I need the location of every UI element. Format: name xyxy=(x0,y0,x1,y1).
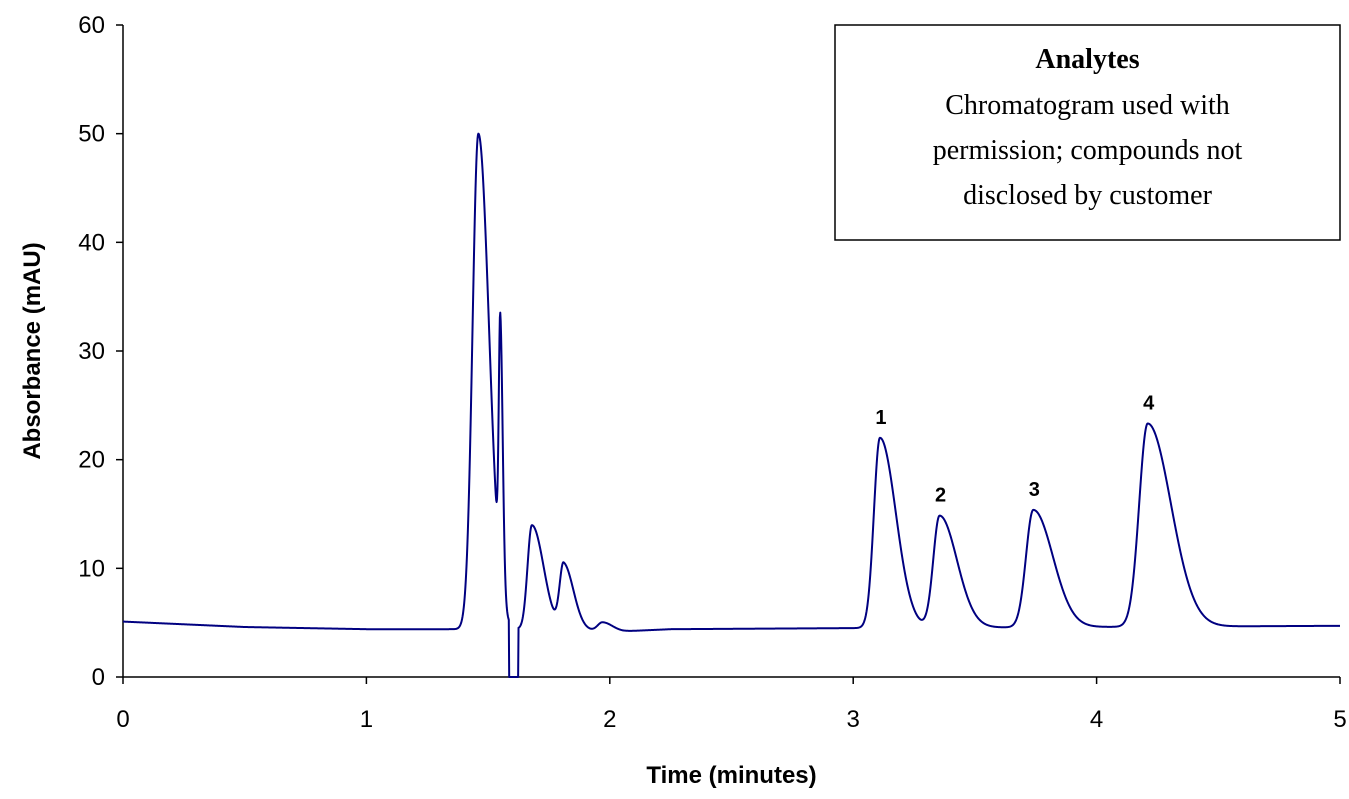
series-layer xyxy=(122,132,1341,678)
legend-text-line: Chromatogram used with xyxy=(945,90,1230,121)
ticks-layer: 0 10 20 30 40 50 60 0 1 2 3 4 5 xyxy=(78,12,1346,733)
y-tick-label: 30 xyxy=(78,338,105,365)
y-tick-label: 40 xyxy=(78,229,105,256)
x-tick-label: 1 xyxy=(360,706,373,733)
chromatogram-trace xyxy=(122,132,1341,678)
x-tick-label: 2 xyxy=(603,706,616,733)
legend-title: Analytes xyxy=(1035,44,1139,75)
x-tick-label: 0 xyxy=(116,706,129,733)
peak-label: 2 xyxy=(935,485,946,507)
x-tick-label: 4 xyxy=(1090,706,1103,733)
x-axis-title: Time (minutes) xyxy=(646,762,816,789)
y-tick-label: 60 xyxy=(78,12,105,39)
x-tick-label: 5 xyxy=(1333,706,1346,733)
legend-frame xyxy=(834,24,1341,241)
y-axis-title: Absorbance (mAU) xyxy=(19,242,46,459)
y-tick-label: 50 xyxy=(78,121,105,148)
x-tick-label: 3 xyxy=(847,706,860,733)
y-tick-label: 10 xyxy=(78,555,105,582)
peak-label: 4 xyxy=(1143,393,1155,415)
labels-layer: 1 2 3 4 xyxy=(875,393,1155,507)
peak-label: 3 xyxy=(1029,479,1040,501)
peak-label: 1 xyxy=(875,407,886,429)
legend-text-line: permission; compounds not xyxy=(933,135,1243,166)
legend-text-line: disclosed by customer xyxy=(963,180,1213,211)
y-tick-label: 20 xyxy=(78,447,105,474)
legend-box: Analytes Chromatogram used with permissi… xyxy=(834,24,1341,241)
y-tick-label: 0 xyxy=(92,664,105,691)
